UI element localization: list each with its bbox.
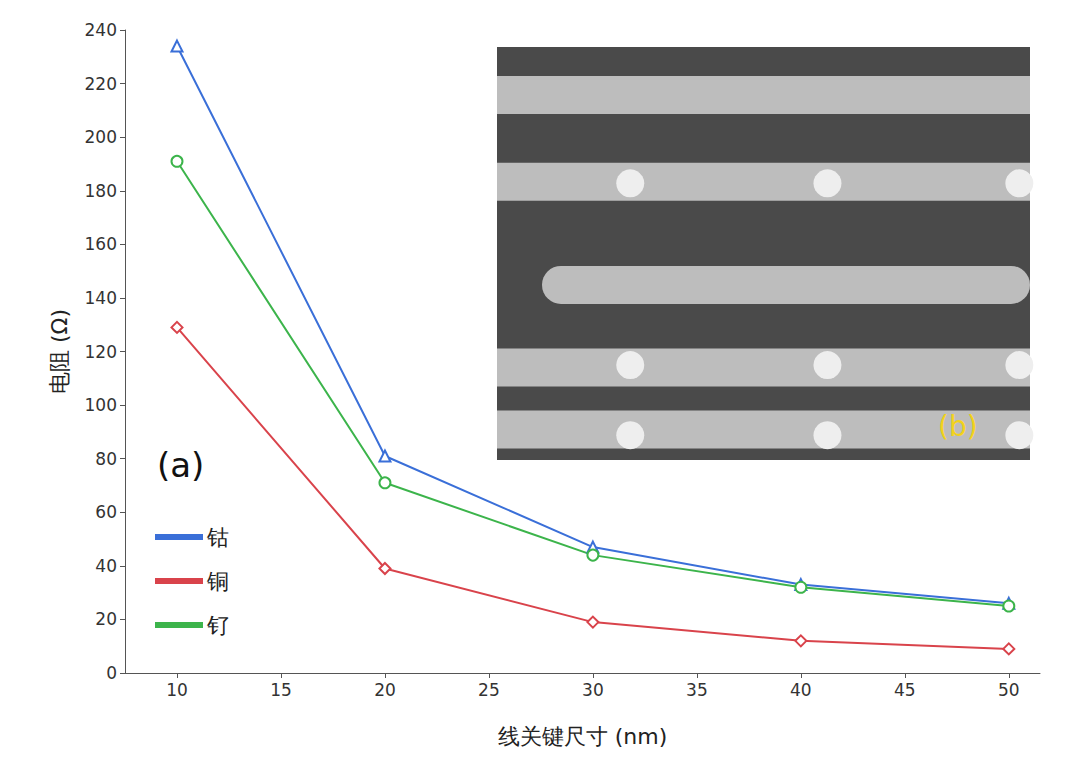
svg-text:240: 240: [85, 20, 117, 40]
svg-text:0: 0: [106, 663, 117, 683]
svg-text:60: 60: [95, 502, 117, 522]
svg-text:40: 40: [95, 556, 117, 576]
svg-text:35: 35: [686, 680, 708, 700]
svg-text:180: 180: [85, 181, 117, 201]
svg-text:220: 220: [85, 74, 117, 94]
svg-text:(a): (a): [157, 445, 204, 485]
svg-text:45: 45: [894, 680, 916, 700]
svg-text:140: 140: [85, 288, 117, 308]
svg-text:(b): (b): [938, 410, 978, 443]
svg-text:钌: 钌: [206, 613, 229, 638]
svg-text:铜: 铜: [206, 569, 229, 594]
svg-text:80: 80: [95, 449, 117, 469]
svg-text:10: 10: [166, 680, 188, 700]
svg-text:160: 160: [85, 234, 117, 254]
svg-text:120: 120: [85, 342, 117, 362]
svg-text:20: 20: [95, 609, 117, 629]
svg-text:25: 25: [478, 680, 500, 700]
svg-text:100: 100: [85, 395, 117, 415]
svg-text:钴: 钴: [206, 525, 229, 550]
svg-text:15: 15: [270, 680, 292, 700]
svg-text:30: 30: [582, 680, 604, 700]
svg-text:40: 40: [790, 680, 812, 700]
svg-text:200: 200: [85, 127, 117, 147]
svg-text:线关键尺寸 (nm): 线关键尺寸 (nm): [498, 724, 668, 749]
svg-text:50: 50: [998, 680, 1020, 700]
svg-text:电阻 (Ω): 电阻 (Ω): [47, 309, 72, 394]
svg-text:20: 20: [374, 680, 396, 700]
